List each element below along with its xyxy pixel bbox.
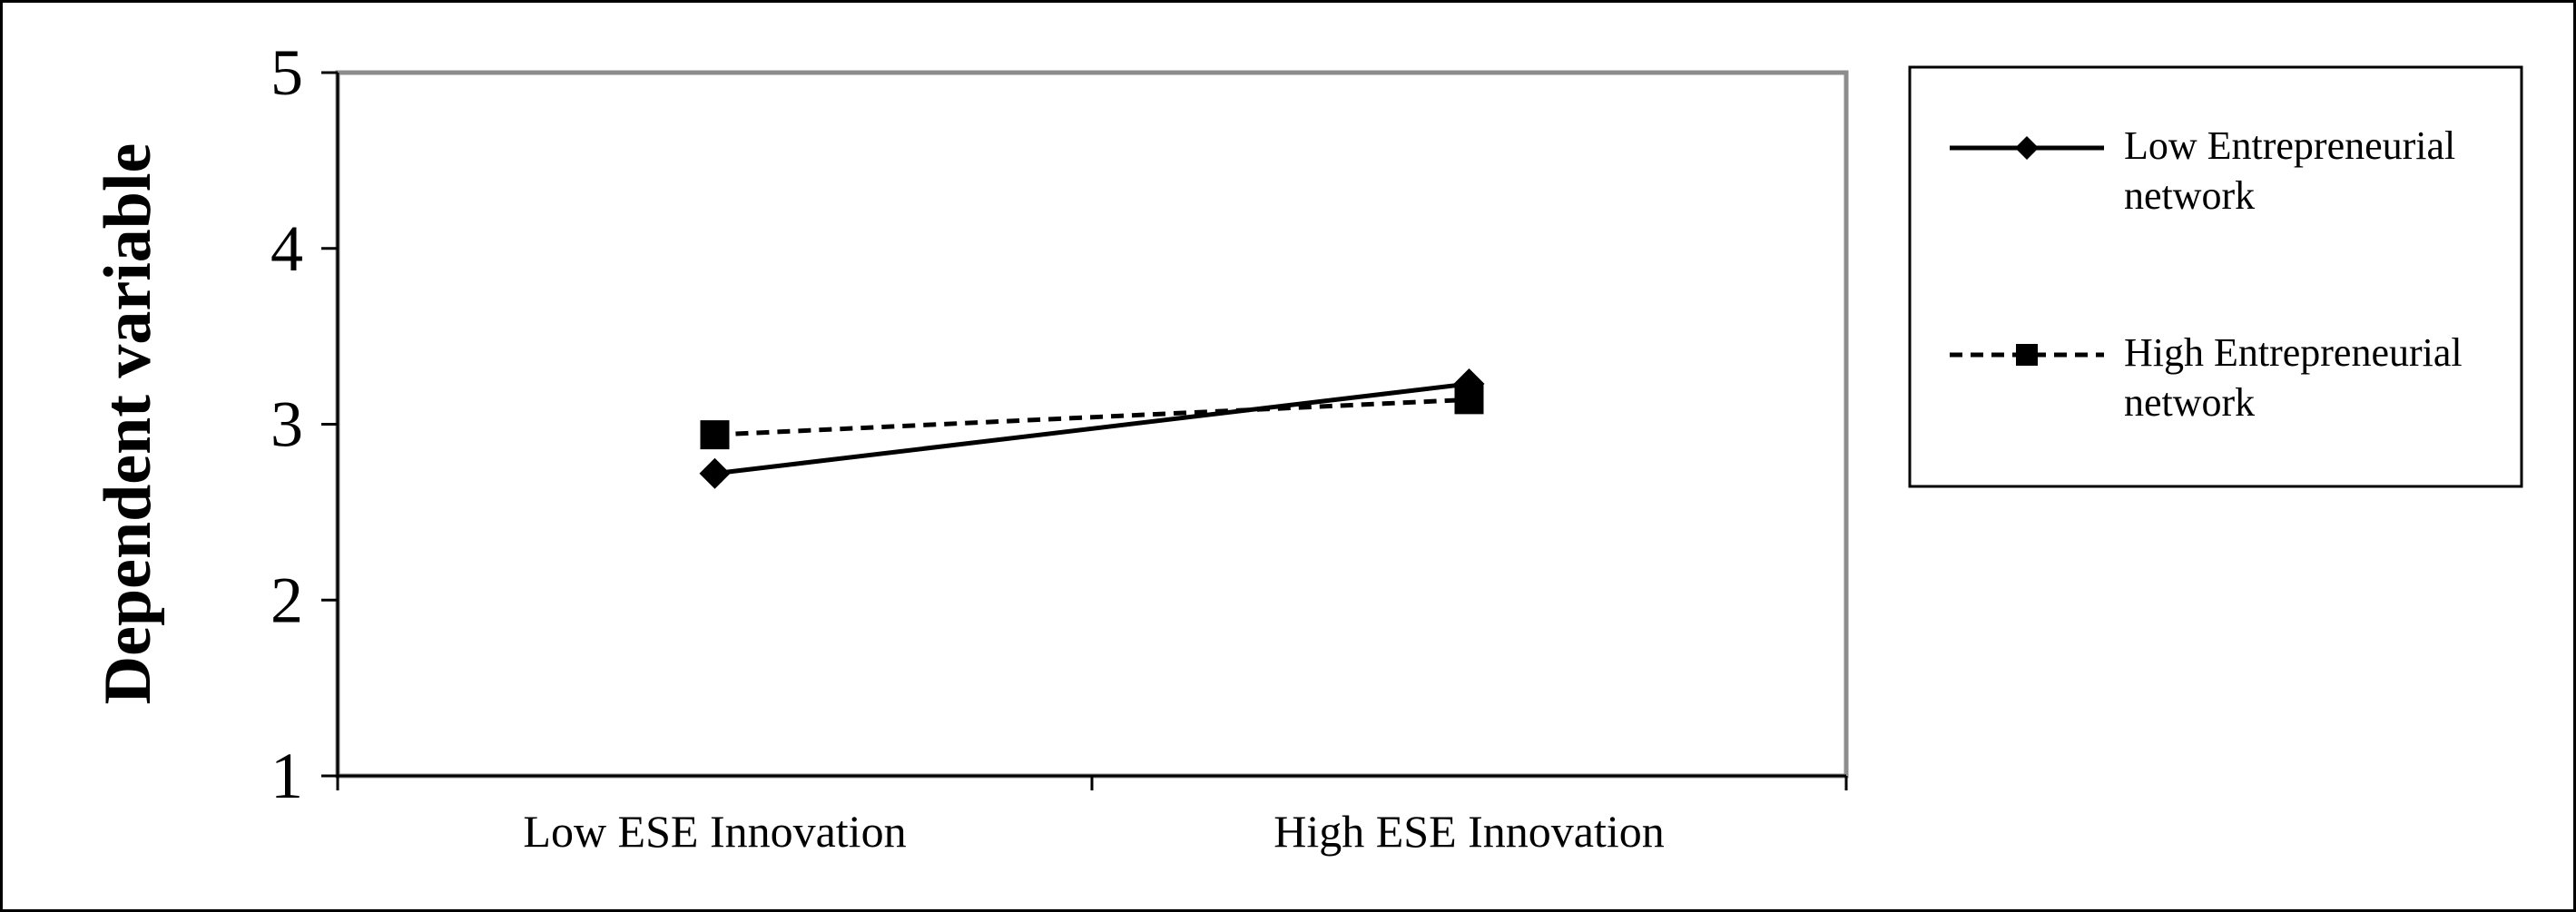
x-tick-label: High ESE Innovation	[1273, 806, 1665, 857]
series-line-1	[714, 381, 1470, 476]
y-tick-label: 4	[270, 212, 303, 285]
legend-label-line: High Entrepreneurial	[2124, 330, 2463, 375]
legend-marker-1	[2015, 136, 2039, 160]
y-axis-label: Dependent variable	[91, 143, 165, 705]
y-tick-label: 3	[270, 388, 303, 461]
legend-label-line: Low Entrepreneurial	[2124, 123, 2455, 168]
legend-label-1: Low Entrepreneurial network	[2124, 123, 2455, 218]
legend-label-line: network	[2124, 380, 2255, 425]
x-tick-label: Low ESE Innovation	[523, 806, 906, 857]
legend-label-line: network	[2124, 173, 2255, 218]
y-tick-label: 1	[270, 740, 303, 812]
series-line-2	[714, 397, 1470, 437]
series-lines-group	[714, 381, 1470, 476]
legend-box	[1908, 65, 2523, 488]
series-markers-group	[699, 368, 1485, 489]
data-point-series2-2	[1454, 385, 1484, 415]
legend-label-2: High Entrepreneurial network	[2124, 330, 2463, 425]
data-point-series1-1	[699, 457, 731, 489]
y-tick-label: 5	[270, 36, 303, 109]
y-tick-label: 2	[270, 564, 303, 636]
legend-marker-2	[2016, 344, 2038, 366]
y-ticks-group: 1 2 3 4 5	[270, 36, 338, 812]
x-ticks-group: Low ESE Innovation High ESE Innovation	[336, 776, 1848, 857]
data-point-series2-1	[700, 420, 730, 450]
